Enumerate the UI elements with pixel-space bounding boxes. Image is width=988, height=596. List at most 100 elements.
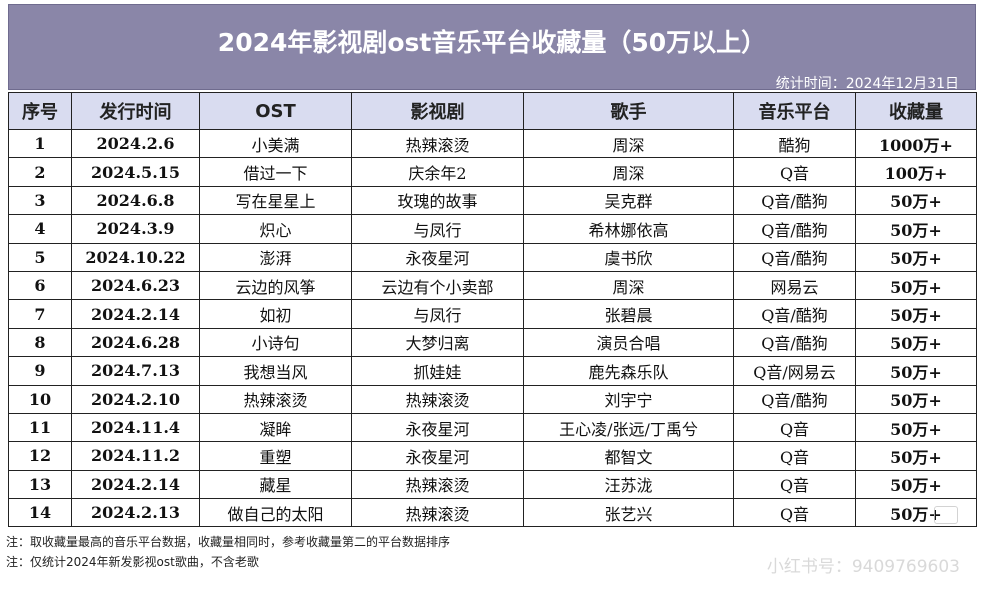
cell-num: 8 (8, 327, 72, 358)
table-row: 14 2024.2.13 做自己的太阳 热辣滚烫 张艺兴 Q音 50万+ (8, 498, 977, 528)
cell-singer: 刘宇宁 (523, 384, 734, 414)
cell-platform: Q音/酷狗 (733, 214, 856, 244)
cell-num: 4 (8, 214, 72, 244)
cell-date: 2024.5.15 (71, 157, 200, 187)
cell-count: 100万+ (855, 157, 977, 187)
cell-count: 50万+ (855, 384, 977, 414)
cell-singer: 张艺兴 (523, 498, 734, 528)
cell-drama: 热辣滚烫 (351, 128, 524, 159)
table-body: 1 2024.2.6 小美满 热辣滚烫 周深 酷狗 1000万+ 2 2024.5.15 借过一下… (8, 128, 977, 528)
cell-ost: 热辣滚烫 (199, 384, 352, 414)
cell-date: 2024.11.4 (71, 412, 200, 443)
cell-count: 50万+ (855, 469, 977, 500)
cell-platform: Q音 (733, 157, 856, 187)
cell-drama: 永夜星河 (351, 412, 524, 443)
cell-num: 1 (8, 128, 72, 159)
cell-platform: Q音 (733, 412, 856, 443)
cell-date: 2024.3.9 (71, 214, 200, 244)
cell-drama: 与凤行 (351, 299, 524, 329)
cell-num: 7 (8, 299, 72, 329)
cell-date: 2024.2.14 (71, 469, 200, 500)
cell-num: 9 (8, 356, 72, 386)
cell-num: 6 (8, 270, 72, 301)
table-row: 6 2024.6.23 云边的风筝 云边有个小卖部 周深 网易云 50万+ (8, 270, 977, 301)
cell-count: 50万+ (855, 441, 977, 471)
cell-drama: 玫瑰的故事 (351, 185, 524, 216)
cell-singer: 王心凌/张远/丁禹兮 (523, 412, 734, 443)
cell-drama: 庆余年2 (351, 157, 524, 187)
cell-ost: 藏星 (199, 469, 352, 500)
cell-count: 50万+ (855, 214, 977, 244)
cell-singer: 鹿先森乐队 (523, 356, 734, 386)
cell-platform: Q音/酷狗 (733, 185, 856, 216)
cell-ost: 重塑 (199, 441, 352, 471)
cell-drama: 抓娃娃 (351, 356, 524, 386)
page-title: 2024年影视剧ost音乐平台收藏量（50万以上） (217, 28, 767, 57)
watermark-badge-icon (934, 506, 958, 524)
table-row: 9 2024.7.13 我想当风 抓娃娃 鹿先森乐队 Q音/网易云 50万+ (8, 356, 977, 386)
ost-table: 序号 发行时间 OST 影视剧 歌手 音乐平台 收藏量 1 2024.2.6 小美满… (8, 92, 977, 528)
cell-platform: Q音 (733, 469, 856, 500)
table-row: 1 2024.2.6 小美满 热辣滚烫 周深 酷狗 1000万+ (8, 128, 977, 159)
stat-time: 统计时间：2024年12月31日 (775, 76, 959, 92)
footnotes: 注：取收藏量最高的音乐平台数据，收藏量相同时，参考收藏量第二的平台数据排序 注：… (6, 532, 450, 572)
cell-ost: 如初 (199, 299, 352, 329)
cell-count: 50万+ (855, 270, 977, 301)
cell-platform: Q音 (733, 498, 856, 528)
cell-ost: 小美满 (199, 128, 352, 159)
cell-platform: Q音 (733, 441, 856, 471)
cell-platform: Q音/酷狗 (733, 299, 856, 329)
cell-count: 50万+ (855, 185, 977, 216)
cell-count: 50万+ (855, 242, 977, 272)
table-header-row: 序号 发行时间 OST 影视剧 歌手 音乐平台 收藏量 (8, 92, 977, 130)
footnote: 注：仅统计2024年新发影视ost歌曲，不含老歌 (6, 555, 259, 569)
cell-singer: 都智文 (523, 441, 734, 471)
cell-drama: 永夜星河 (351, 242, 524, 272)
cell-date: 2024.11.2 (71, 441, 200, 471)
cell-drama: 与凤行 (351, 214, 524, 244)
cell-platform: 网易云 (733, 270, 856, 301)
table-row: 4 2024.3.9 炽心 与凤行 希林娜依高 Q音/酷狗 50万+ (8, 214, 977, 244)
cell-singer: 演员合唱 (523, 327, 734, 358)
cell-platform: Q音/酷狗 (733, 384, 856, 414)
cell-count: 50万+ (855, 299, 977, 329)
table-row: 11 2024.11.4 凝眸 永夜星河 王心凌/张远/丁禹兮 Q音 50万+ (8, 412, 977, 443)
cell-num: 13 (8, 469, 72, 500)
cell-ost: 炽心 (199, 214, 352, 244)
cell-ost: 做自己的太阳 (199, 498, 352, 528)
table-row: 5 2024.10.22 澎湃 永夜星河 虞书欣 Q音/酷狗 50万+ (8, 242, 977, 272)
cell-date: 2024.10.22 (71, 242, 200, 272)
cell-drama: 永夜星河 (351, 441, 524, 471)
cell-num: 3 (8, 185, 72, 216)
header-drama: 影视剧 (351, 92, 524, 130)
table-row: 3 2024.6.8 写在星星上 玫瑰的故事 吴克群 Q音/酷狗 50万+ (8, 185, 977, 216)
cell-ost: 借过一下 (199, 157, 352, 187)
cell-count: 1000万+ (855, 128, 977, 159)
title-banner: 2024年影视剧ost音乐平台收藏量（50万以上） 统计时间：2024年12月3… (8, 4, 976, 92)
table-row: 10 2024.2.10 热辣滚烫 热辣滚烫 刘宇宁 Q音/酷狗 50万+ (8, 384, 977, 414)
header-singer: 歌手 (523, 92, 734, 130)
header-ost: OST (199, 92, 352, 130)
cell-num: 12 (8, 441, 72, 471)
cell-platform: Q音/网易云 (733, 356, 856, 386)
cell-singer: 汪苏泷 (523, 469, 734, 500)
cell-drama: 热辣滚烫 (351, 498, 524, 528)
cell-num: 14 (8, 498, 72, 528)
cell-drama: 热辣滚烫 (351, 384, 524, 414)
cell-date: 2024.2.10 (71, 384, 200, 414)
cell-num: 5 (8, 242, 72, 272)
cell-date: 2024.2.6 (71, 128, 200, 159)
cell-platform: Q音/酷狗 (733, 242, 856, 272)
cell-singer: 周深 (523, 157, 734, 187)
cell-date: 2024.6.28 (71, 327, 200, 358)
cell-count: 50万+ (855, 327, 977, 358)
cell-platform: Q音/酷狗 (733, 327, 856, 358)
cell-singer: 张碧晨 (523, 299, 734, 329)
footnote: 注：取收藏量最高的音乐平台数据，收藏量相同时，参考收藏量第二的平台数据排序 (6, 535, 451, 549)
cell-drama: 热辣滚烫 (351, 469, 524, 500)
cell-date: 2024.2.14 (71, 299, 200, 329)
cell-platform: 酷狗 (733, 128, 856, 159)
cell-date: 2024.6.23 (71, 270, 200, 301)
cell-count: 50万+ (855, 498, 977, 528)
header-platform: 音乐平台 (733, 92, 856, 130)
